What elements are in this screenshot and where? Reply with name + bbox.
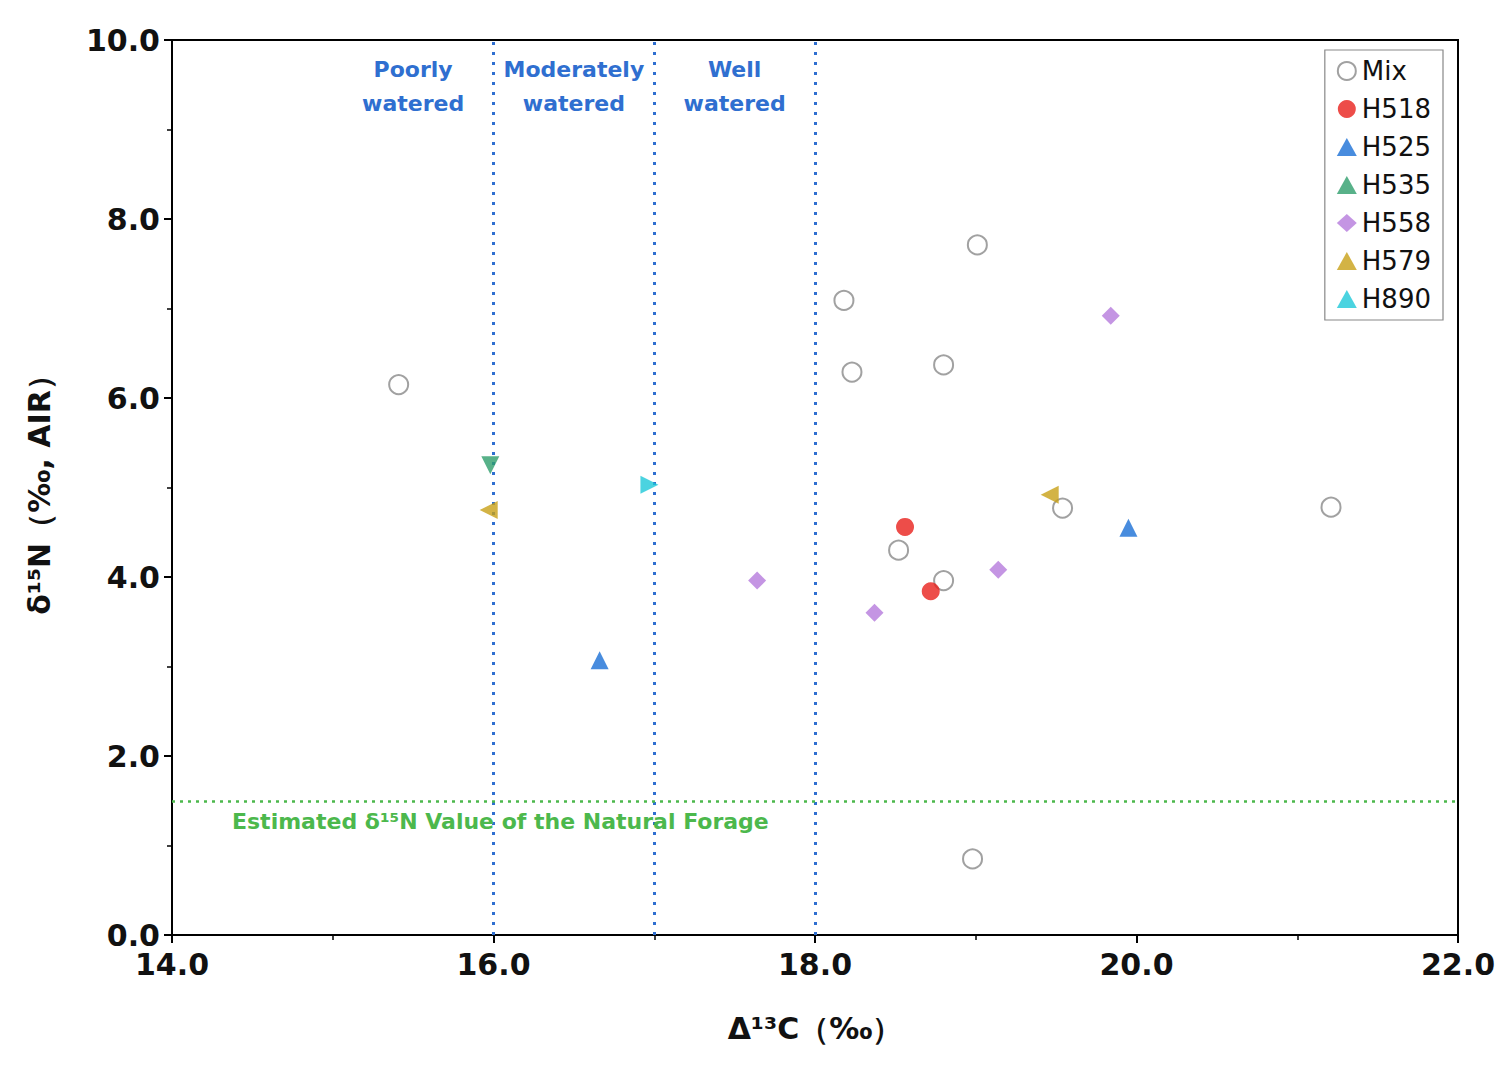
svg-text:2.0: 2.0: [107, 739, 160, 774]
svg-text:Moderately: Moderately: [504, 57, 645, 82]
svg-text:H890: H890: [1362, 284, 1431, 314]
svg-text:watered: watered: [523, 91, 625, 116]
svg-text:H535: H535: [1362, 170, 1431, 200]
svg-text:watered: watered: [362, 91, 464, 116]
svg-text:H525: H525: [1362, 132, 1431, 162]
svg-text:Well: Well: [708, 57, 762, 82]
svg-text:H558: H558: [1362, 208, 1431, 238]
svg-text:H518: H518: [1362, 94, 1431, 124]
svg-text:Mix: Mix: [1362, 56, 1407, 86]
svg-text:H579: H579: [1362, 246, 1431, 276]
svg-text:10.0: 10.0: [86, 23, 160, 58]
svg-text:18.0: 18.0: [778, 947, 852, 982]
svg-text:δ¹⁵N（‰, AIR）: δ¹⁵N（‰, AIR）: [22, 360, 57, 615]
svg-text:4.0: 4.0: [107, 560, 160, 595]
svg-text:0.0: 0.0: [106, 917, 160, 953]
svg-text:22.0: 22.0: [1421, 947, 1495, 982]
svg-text:16.0: 16.0: [456, 947, 530, 982]
svg-text:8.0: 8.0: [107, 202, 160, 237]
svg-text:20.0: 20.0: [1099, 947, 1173, 982]
svg-text:Estimated δ¹⁵N Value of the Na: Estimated δ¹⁵N Value of the Natural Fora…: [232, 809, 769, 834]
svg-text:14.0: 14.0: [135, 947, 209, 982]
svg-text:Poorly: Poorly: [374, 57, 453, 82]
svg-text:6.0: 6.0: [107, 381, 160, 416]
svg-text:watered: watered: [684, 91, 786, 116]
svg-text:Δ¹³C（‰）: Δ¹³C（‰）: [728, 1011, 903, 1046]
